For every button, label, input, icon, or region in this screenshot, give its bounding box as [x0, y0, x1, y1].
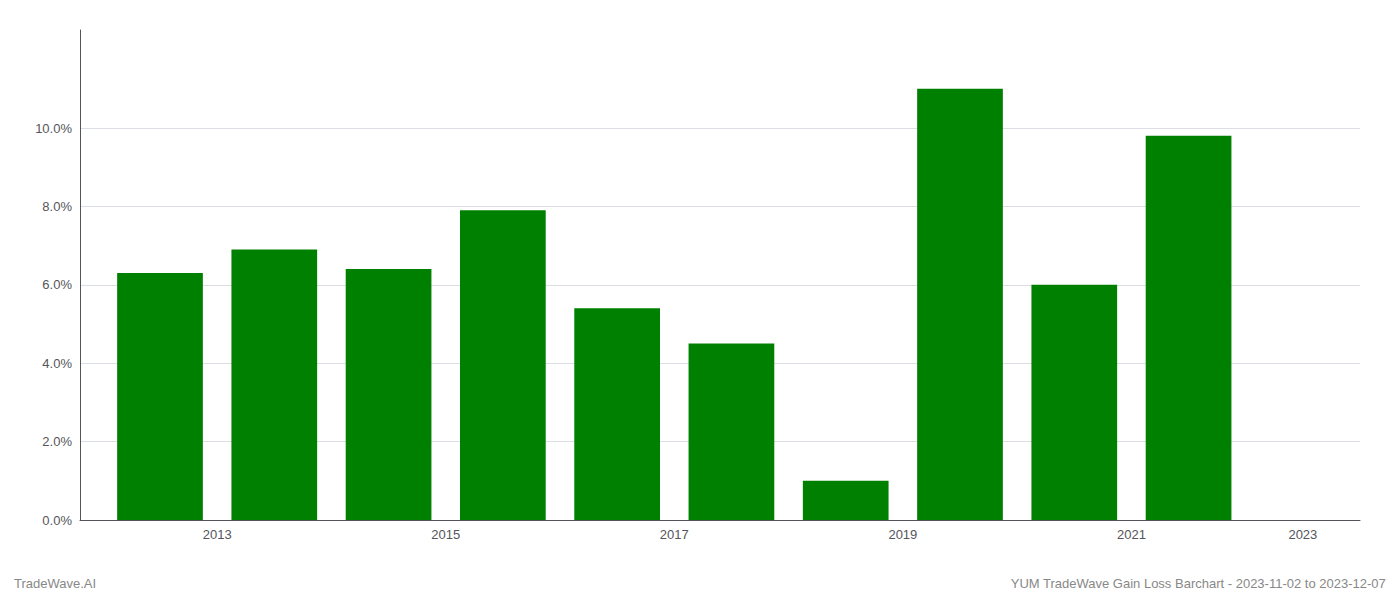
svg-text:10.0%: 10.0%	[35, 121, 72, 136]
svg-text:2019: 2019	[888, 527, 917, 542]
svg-text:0.0%: 0.0%	[42, 513, 72, 528]
svg-text:4.0%: 4.0%	[42, 356, 72, 371]
svg-text:2023: 2023	[1288, 527, 1317, 542]
svg-text:8.0%: 8.0%	[42, 199, 72, 214]
svg-text:TradeWave.AI: TradeWave.AI	[14, 576, 96, 591]
svg-text:2015: 2015	[431, 527, 460, 542]
svg-text:YUM TradeWave Gain Loss Barcha: YUM TradeWave Gain Loss Barchart - 2023-…	[1011, 576, 1386, 591]
svg-text:6.0%: 6.0%	[42, 277, 72, 292]
svg-text:2013: 2013	[203, 527, 232, 542]
svg-text:2021: 2021	[1117, 527, 1146, 542]
svg-text:2017: 2017	[660, 527, 689, 542]
svg-text:2.0%: 2.0%	[42, 434, 72, 449]
